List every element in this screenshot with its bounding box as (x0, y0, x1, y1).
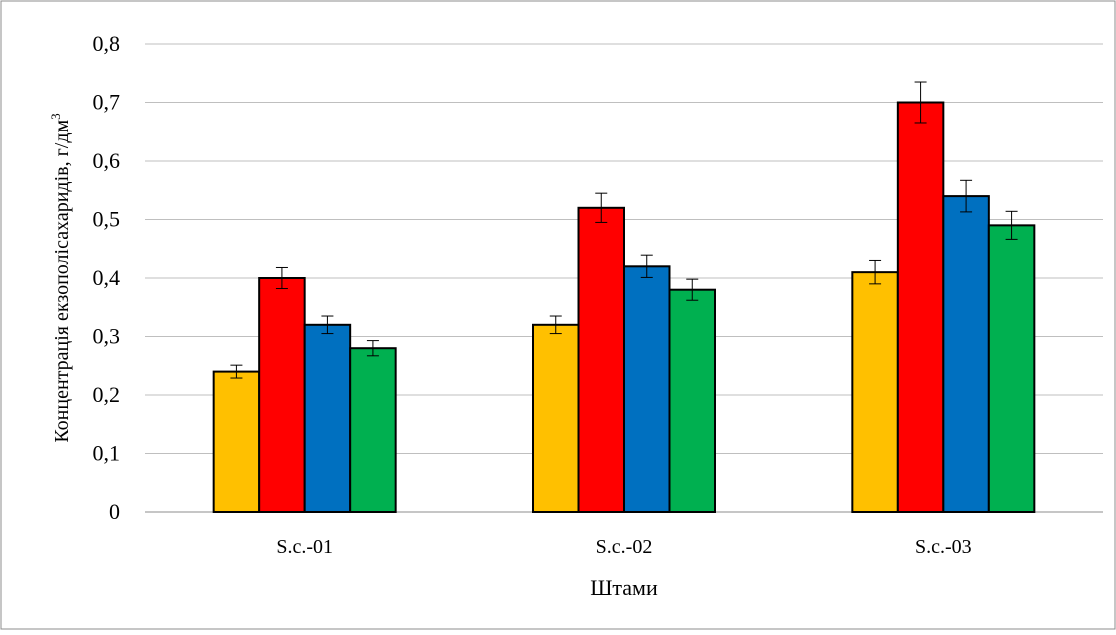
bar (303, 323, 352, 513)
bar (349, 347, 397, 514)
error-bars (230, 81, 1018, 379)
y-tick-label: 0,4 (93, 265, 121, 290)
bars (212, 101, 1036, 514)
x-category-label: S.c.-03 (915, 536, 972, 558)
x-category-label: S.c.-01 (276, 536, 333, 558)
bar (942, 195, 990, 513)
y-tick-label: 0,6 (93, 148, 121, 173)
y-tick-label: 0,5 (93, 207, 121, 232)
bar (851, 271, 899, 513)
bar (896, 101, 945, 513)
bar (212, 370, 261, 513)
bar (987, 224, 1036, 513)
bar (532, 323, 580, 513)
y-axis-title-main: Концентрація екзополісахаридів, г/дм (51, 119, 73, 442)
y-tick-label: 0,2 (93, 382, 121, 407)
y-tick-label: 0,1 (93, 441, 121, 466)
y-tick-label: 0,8 (93, 31, 121, 56)
x-category-labels: S.c.-01 S.c.-02 S.c.-03 (276, 536, 971, 558)
y-tick-label: 0 (109, 499, 120, 524)
y-tick-label: 0,3 (93, 324, 121, 349)
bar (623, 265, 671, 513)
bar (258, 277, 306, 513)
bar (577, 206, 625, 514)
x-category-label: S.c.-02 (596, 536, 653, 558)
y-tick-labels: 0 0,1 0,2 0,3 0,4 0,5 0,6 0,7 0,8 (93, 31, 121, 524)
bar (668, 288, 716, 514)
y-axis-title: Концентрація екзополісахаридів, г/дм3 (48, 113, 73, 442)
y-tick-label: 0,7 (93, 90, 121, 115)
x-axis-title: Штами (590, 575, 658, 600)
y-axis-title-superscript: 3 (48, 113, 63, 120)
